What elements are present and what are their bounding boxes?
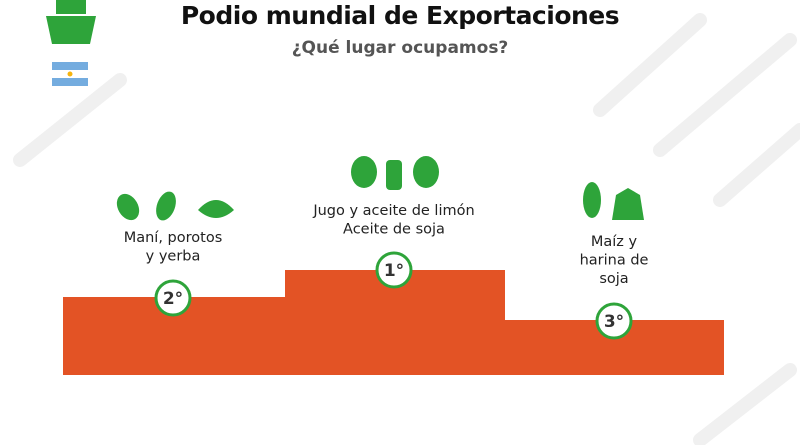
subtitle: ¿Qué lugar ocupamos? xyxy=(292,38,509,58)
icons-third xyxy=(583,182,644,220)
rank-label: 1° xyxy=(384,261,404,281)
background-stripes xyxy=(13,13,800,445)
icons-second xyxy=(116,191,234,221)
labels: Maní, porotos y yerba 2° Jugo y aceite de l… xyxy=(124,203,649,340)
ship-icon xyxy=(46,0,96,44)
place-label: harina de xyxy=(580,253,649,269)
title: Podio mundial de Exportaciones xyxy=(181,1,619,30)
rank-label: 3° xyxy=(604,312,624,332)
argentina-flag xyxy=(52,62,88,86)
icons-first xyxy=(351,156,439,190)
rank-badge xyxy=(375,251,413,289)
rank-badge xyxy=(154,279,192,317)
place-label: Maíz y xyxy=(591,234,638,250)
place-label: Maní, porotos xyxy=(124,230,223,246)
rank-badge xyxy=(595,302,633,340)
place-label: soja xyxy=(599,271,628,287)
place-label: y yerba xyxy=(146,249,201,265)
place-label: Jugo y aceite de limón xyxy=(312,203,474,219)
place-label: Aceite de soja xyxy=(343,222,445,238)
rank-label: 2° xyxy=(163,289,183,309)
